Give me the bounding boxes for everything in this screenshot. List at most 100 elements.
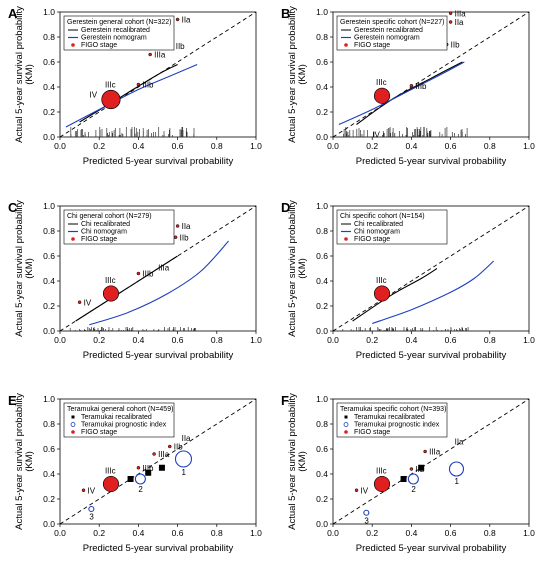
reference-diagonal xyxy=(332,398,530,525)
figo-stage-point xyxy=(373,87,391,104)
y-tick-label: 0.4 xyxy=(43,82,55,92)
y-tick-label: 1.0 xyxy=(43,201,55,211)
figo-stage-point xyxy=(448,11,453,15)
legend-item-label: Teramukai recalibrated xyxy=(354,414,425,421)
figo-stage-label: IIIb xyxy=(142,81,154,90)
recalibrated-square xyxy=(145,469,152,476)
figo-stage-point xyxy=(102,475,120,493)
y-axis-label: Actual 5-year survival probability xyxy=(14,200,25,337)
rug-marks xyxy=(69,327,197,331)
figo-stage-label: IIIc xyxy=(376,78,387,87)
x-tick-label: 0.4 xyxy=(132,335,144,345)
figo-stage-point xyxy=(354,488,359,492)
y-tick-label: 0.2 xyxy=(316,301,328,311)
reference-diagonal xyxy=(332,11,530,138)
plot-frame xyxy=(59,398,257,525)
panel-label: A xyxy=(8,6,18,21)
legend-item-label: Teramukai prognostic index xyxy=(354,422,440,429)
y-axis-label: (KM) xyxy=(297,64,308,85)
y-tick-label: 1.0 xyxy=(316,7,328,17)
figo-stage-label: IIb xyxy=(180,233,189,242)
x-tick-label: 0.2 xyxy=(366,141,378,151)
legend-title: Teramukai general cohort (N=459) xyxy=(67,406,173,413)
x-tick-label: 0.2 xyxy=(93,528,105,538)
figo-stage-point xyxy=(175,224,180,228)
y-tick-label: 0.2 xyxy=(316,107,328,117)
panel-b: B 0.0 0.2 0.4 0.6 0.8 1.0 0.0 0.2 0.4 0.6 0.8 1.0 Pre… xyxy=(281,6,535,167)
figo-stage-label: IIIa xyxy=(158,450,170,459)
prognostic-index-circle xyxy=(407,473,419,485)
y-axis-label: (KM) xyxy=(297,258,308,279)
y-tick-label: 0.8 xyxy=(43,32,55,42)
x-tick-label: 0.8 xyxy=(484,141,496,151)
legend-box xyxy=(63,402,175,438)
figo-stage-label: IIa xyxy=(182,16,191,25)
legend: Chi general cohort (N=279)Chi recalibrat… xyxy=(63,209,175,245)
legend-swatch xyxy=(344,415,348,419)
legend-item-label: Chi nomogram xyxy=(354,229,400,236)
prognostic-index-label: 2 xyxy=(411,485,416,494)
curve-gerestein-recalibrated xyxy=(356,61,463,125)
curve-chi-nomogram xyxy=(89,240,230,326)
x-tick-label: 0.6 xyxy=(445,335,457,345)
y-tick-label: 0.8 xyxy=(316,226,328,236)
figo-stage-label: IIIa xyxy=(455,9,467,18)
y-tick-label: 0.6 xyxy=(316,57,328,67)
x-tick-label: 0.8 xyxy=(211,335,223,345)
legend-swatch xyxy=(344,430,348,434)
x-tick-label: 0.8 xyxy=(211,141,223,151)
y-tick-label: 0.4 xyxy=(43,276,55,286)
x-tick-label: 1.0 xyxy=(523,528,535,538)
recalibrated-square xyxy=(158,464,165,471)
figo-stage-label: IIa xyxy=(182,434,191,443)
y-tick-label: 1.0 xyxy=(316,201,328,211)
figo-stage-label: IIIb xyxy=(415,82,427,91)
x-axis-label: Predicted 5-year survival probability xyxy=(356,156,507,167)
panel-e: E 0.0 0.2 0.4 0.6 0.8 1.0 0.0 0.2 0.4 0.6 0.8 1.0 Pre… xyxy=(8,393,262,554)
y-tick-label: 0.2 xyxy=(43,107,55,117)
legend-title: Gerestein specific cohort (N=227) xyxy=(340,19,444,26)
figo-stage-point xyxy=(136,82,141,87)
legend-box xyxy=(336,209,448,245)
figo-stage-label: IIIc xyxy=(105,466,116,475)
x-axis-label: Predicted 5-year survival probability xyxy=(83,350,234,361)
y-axis-label: (KM) xyxy=(24,64,35,85)
legend-box xyxy=(63,209,175,245)
panel-f: F 0.0 0.2 0.4 0.6 0.8 1.0 0.0 0.2 0.4 0.6 0.8 1.0 Pre… xyxy=(281,393,535,554)
x-tick-label: 0.8 xyxy=(484,528,496,538)
figo-stage-point xyxy=(409,467,414,471)
prognostic-index-circle xyxy=(134,473,146,485)
figo-stage-label: IIb xyxy=(451,41,460,50)
x-axis-label: Predicted 5-year survival probability xyxy=(83,543,234,554)
y-tick-label: 0.4 xyxy=(316,82,328,92)
y-tick-label: 0.0 xyxy=(316,132,328,142)
legend-item-label: FIGO stage xyxy=(354,236,390,243)
prognostic-index-label: 3 xyxy=(364,516,369,525)
y-axis-label: (KM) xyxy=(297,451,308,472)
figo-stage-label: IV xyxy=(88,486,96,495)
legend-title: Teramukai specific cohort (N=393) xyxy=(340,406,446,413)
prognostic-index-circle xyxy=(174,450,193,468)
legend-swatch xyxy=(71,415,75,419)
x-tick-label: 0.6 xyxy=(172,141,184,151)
recalibrated-square xyxy=(127,476,134,482)
figo-stage-point xyxy=(168,444,172,449)
x-tick-label: 0.2 xyxy=(366,335,378,345)
figo-stage-label: IIIc xyxy=(105,276,116,285)
y-tick-label: 0.4 xyxy=(316,276,328,286)
rug-marks xyxy=(70,127,195,137)
legend-swatch xyxy=(344,43,348,47)
x-tick-label: 0.0 xyxy=(327,335,339,345)
curve-chi-nomogram xyxy=(372,260,495,325)
figo-stage-point xyxy=(373,285,391,302)
legend-swatch xyxy=(71,237,75,241)
y-tick-label: 0.2 xyxy=(316,494,328,504)
panel-c: C 0.0 0.2 0.4 0.6 0.8 1.0 0.0 0.2 0.4 0.6 0.8 1.0 Pre… xyxy=(8,200,262,361)
y-tick-label: 0.4 xyxy=(316,469,328,479)
x-axis-label: Predicted 5-year survival probability xyxy=(356,350,507,361)
y-tick-label: 0.4 xyxy=(43,469,55,479)
x-tick-label: 1.0 xyxy=(250,528,262,538)
y-tick-label: 1.0 xyxy=(43,7,55,17)
legend-swatch xyxy=(344,237,348,241)
figo-stage-point xyxy=(175,17,180,22)
